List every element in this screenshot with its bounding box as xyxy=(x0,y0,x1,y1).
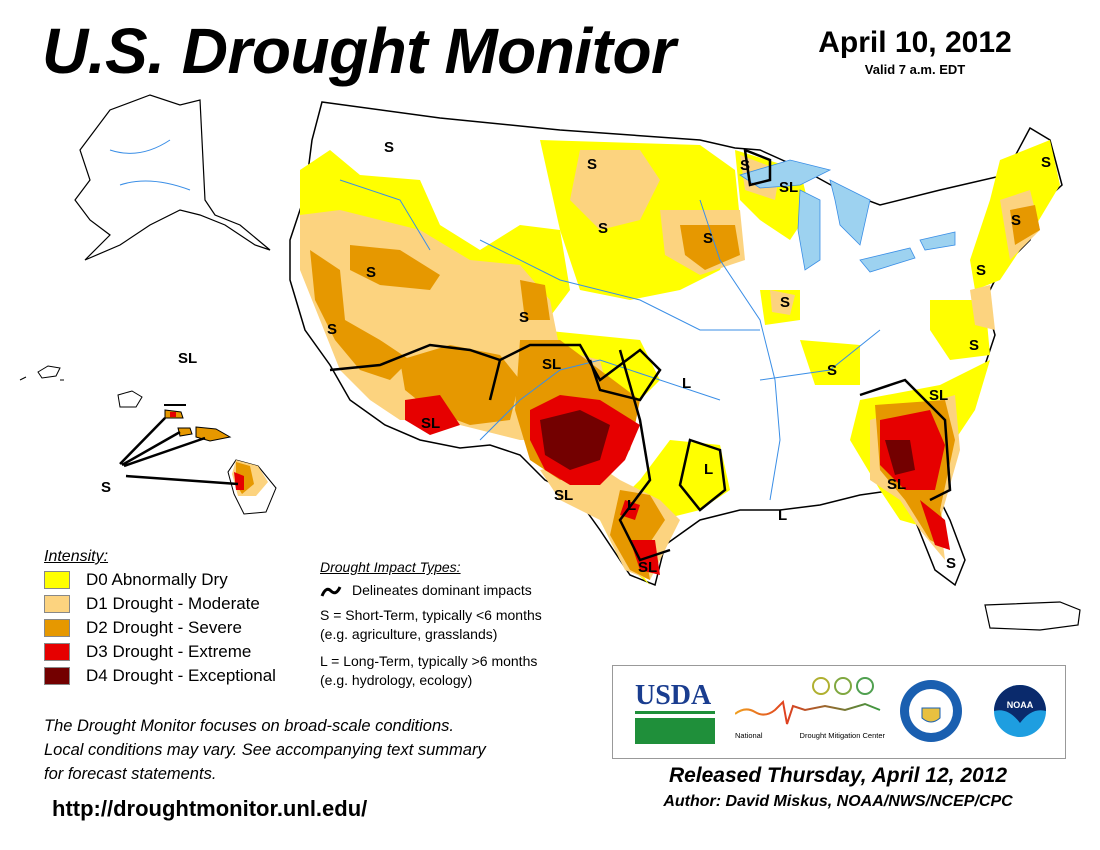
note-line: Local conditions may vary. See accompany… xyxy=(44,741,486,759)
usda-text: USDA xyxy=(635,680,712,711)
ndmc-text-right: Drought Mitigation Center xyxy=(799,731,885,740)
trees-icon xyxy=(734,677,881,725)
commerce-seal-icon xyxy=(900,680,962,742)
hawaii xyxy=(19,365,277,515)
impact-label: S xyxy=(976,262,986,279)
impact-label: S xyxy=(598,220,608,237)
intensity-legend: Intensity: D0 Abnormally Dry D1 Drought … xyxy=(44,548,276,688)
legend-heading: Intensity: xyxy=(44,548,109,565)
ndmc-logo: National Drought Mitigation Center xyxy=(734,676,885,742)
release-date: Released Thursday, April 12, 2012 xyxy=(668,764,1008,787)
impact-label: S xyxy=(946,555,956,572)
usda-logo: USDA xyxy=(635,682,715,744)
ndmc-text-left: National xyxy=(735,731,763,740)
impact-label: SL xyxy=(542,356,561,373)
impact-label: S xyxy=(101,479,111,496)
legend-label: D3 Drought - Extreme xyxy=(86,642,252,661)
impact-boundaries xyxy=(329,148,952,562)
legend-label: D4 Drought - Exceptional xyxy=(86,666,276,685)
swatch-d1 xyxy=(44,595,70,613)
short-term-text: S = Short-Term, typically <6 months xyxy=(320,607,542,623)
impact-legend: Drought Impact Types: Delineates dominan… xyxy=(320,558,542,690)
impact-label: SL xyxy=(929,387,948,404)
impact-label: S xyxy=(587,156,597,173)
legend-item-d2: D2 Drought - Severe xyxy=(44,616,276,640)
drought-d4 xyxy=(540,410,915,475)
swatch-d4 xyxy=(44,667,70,685)
author: Author: David Miskus, NOAA/NWS/NCEP/CPC xyxy=(663,793,1013,810)
impact-label: S xyxy=(327,321,337,338)
impact-label: S xyxy=(366,264,376,281)
note-line: The Drought Monitor focuses on broad-sca… xyxy=(44,717,454,735)
impact-label: S xyxy=(1041,154,1051,171)
partner-logos: USDA National Drought Mitigation Center … xyxy=(612,665,1066,759)
valid-time: Valid 7 a.m. EDT xyxy=(864,62,966,77)
legend-item-d0: D0 Abnormally Dry xyxy=(44,568,276,592)
swatch-d0 xyxy=(44,571,70,589)
impact-label: S xyxy=(969,337,979,354)
impact-heading: Drought Impact Types: xyxy=(320,559,461,575)
website-link[interactable]: http://droughtmonitor.unl.edu/ xyxy=(52,796,368,821)
impact-label: S xyxy=(703,230,713,247)
page-title: U.S. Drought Monitor xyxy=(42,15,676,87)
impact-label: L xyxy=(627,497,636,514)
alaska-outline xyxy=(74,94,271,261)
legend-label: D1 Drought - Moderate xyxy=(86,594,260,613)
impact-label: SL xyxy=(638,559,657,576)
map-date: April 10, 2012 xyxy=(818,26,1012,59)
legend-label: D0 Abnormally Dry xyxy=(86,570,228,589)
long-term-example: (e.g. hydrology, ecology) xyxy=(320,672,473,688)
rivers xyxy=(339,179,881,501)
impact-label: S xyxy=(519,309,529,326)
impact-label: SL xyxy=(421,415,440,432)
disclaimer-note: The Drought Monitor focuses on broad-sca… xyxy=(44,714,486,786)
swatch-d3 xyxy=(44,643,70,661)
impact-label: SL xyxy=(887,476,906,493)
legend-label: D2 Drought - Severe xyxy=(86,618,242,637)
legend-item-d4: D4 Drought - Exceptional xyxy=(44,664,276,688)
impact-labels: S S S S S SL S S S S S S S SL L S SL SL … xyxy=(101,139,1051,576)
legend-item-d1: D1 Drought - Moderate xyxy=(44,592,276,616)
impact-label: S xyxy=(780,294,790,311)
delineates-text: Delineates dominant impacts xyxy=(352,582,532,598)
impact-label: S xyxy=(740,157,750,174)
impact-line-icon xyxy=(320,585,342,597)
note-line: for forecast statements. xyxy=(44,765,217,783)
short-term-example: (e.g. agriculture, grasslands) xyxy=(320,626,498,642)
impact-label: SL xyxy=(178,350,197,367)
swatch-d2 xyxy=(44,619,70,637)
impact-label: SL xyxy=(554,487,573,504)
impact-label: S xyxy=(384,139,394,156)
noaa-logo: NOAA xyxy=(985,676,1055,746)
legend-item-d3: D3 Drought - Extreme xyxy=(44,640,276,664)
impact-label: S xyxy=(827,362,837,379)
impact-label: L xyxy=(682,375,691,392)
impact-label: L xyxy=(778,507,787,524)
noaa-text: NOAA xyxy=(1006,700,1034,710)
impact-label: L xyxy=(704,461,713,478)
puerto-rico-outline xyxy=(984,601,1081,631)
impact-label: S xyxy=(1011,212,1021,229)
impact-label: SL xyxy=(779,179,798,196)
long-term-text: L = Long-Term, typically >6 months xyxy=(320,653,538,669)
